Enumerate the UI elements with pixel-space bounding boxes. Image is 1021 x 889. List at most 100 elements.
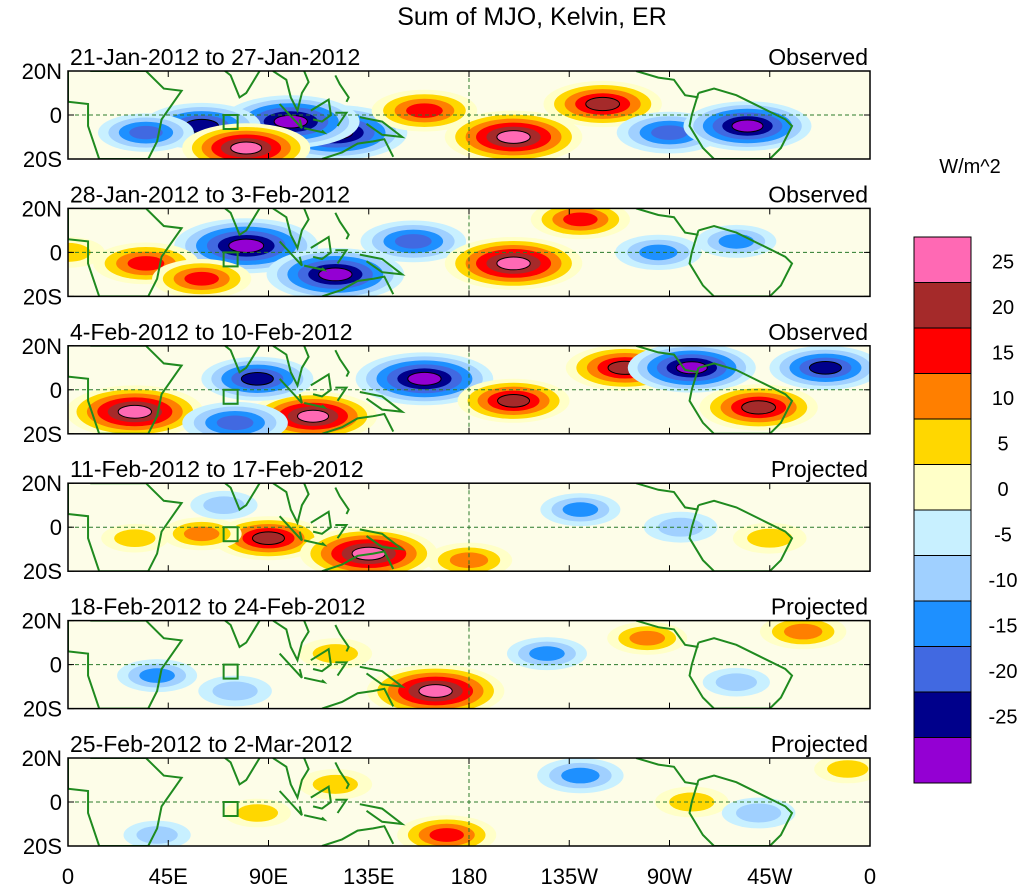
coastline [321,138,395,159]
anomaly-cell [212,516,325,561]
coastline [303,402,328,410]
anomaly-cell [814,758,870,784]
panel-period: 18-Feb-2012 to 24-Feb-2012 [70,594,365,620]
lon-tick-label: 135W [541,864,599,889]
coastline [335,386,349,402]
colorbar-label: -10 [989,570,1018,592]
anomaly-cell [299,527,438,572]
coastline [335,249,349,264]
anomaly-cell [702,667,770,697]
contour-level [312,774,358,794]
coastline [68,620,184,709]
anomaly-cell [152,259,252,297]
panel-period: 4-Feb-2012 to 10-Feb-2012 [70,319,353,345]
panel: 21-Jan-2012 to 27-Jan-2012 Observed 20N 0 20… [22,44,871,172]
contour-level [496,130,531,144]
panel-status: Projected [771,456,868,482]
coastline [688,637,794,709]
coastline [359,528,406,551]
colorbar-label: 20 [992,297,1014,319]
anomaly-cell [161,517,242,551]
contour-level [230,141,263,155]
anomaly-cell [366,664,505,709]
panel-status: Observed [768,319,868,345]
contour-level [783,623,823,640]
panel: 25-Feb-2012 to 2-Mar-2012 Projected 20N 0 20… [22,731,871,859]
coastline [223,483,262,512]
contour-level [252,531,285,545]
panel-status: Observed [768,44,868,70]
coastline [321,412,395,434]
anomaly-cell [769,345,870,390]
colorbar-swatch [913,282,972,329]
anomaly-cell [117,659,198,693]
coastline [335,661,349,677]
coastline [335,524,349,539]
coastline [272,483,310,526]
lat-tick-label: 20S [23,284,62,309]
anomaly-cell [457,378,570,423]
chart-title: Sum of MJO, Kelvin, ER [397,3,667,31]
lat-tick-label: 20N [22,471,62,496]
coastline [68,71,184,159]
lat-tick-label: 20S [23,422,62,447]
anomaly-cell [627,345,756,393]
contour-level [827,760,869,778]
contour-level [675,361,708,375]
contour-level [240,372,274,386]
panel: 4-Feb-2012 to 10-Feb-2012 Observed 20N 0 20S [22,319,871,447]
coastline [688,224,794,297]
anomaly-cell [540,493,621,527]
anomaly-cell [371,89,478,132]
colorbar-label: 0 [997,479,1008,501]
anomaly-cell [506,637,587,671]
contour-level [718,234,755,249]
contour-level [139,668,175,683]
colorbar-swatch [913,646,972,693]
coastline [68,758,184,846]
longitude-axis: 0 45E 90E 135E 180 135W 90W 45W 0 [62,864,876,889]
contour-level [312,644,358,664]
lat-tick-label: 20N [22,196,62,221]
coastline [278,103,303,129]
coastline [359,253,406,276]
lat-tick-label: 0 [50,378,62,403]
panel-status: Observed [768,181,868,207]
anomaly-cell [537,758,624,794]
coastline [334,761,350,790]
anomaly-cell [198,675,272,707]
colorbar-label: 25 [992,252,1014,274]
contour-level [236,804,279,822]
anomaly-cell [223,798,291,828]
contour-level [731,119,764,133]
lon-tick-label: 45W [747,864,792,889]
colorbar-label: 5 [997,434,1008,456]
lat-tick-label: 0 [50,515,62,540]
contour-level [808,361,842,375]
coastline [223,208,262,237]
lat-tick-label: 20N [22,746,62,771]
anomaly-cell [355,352,494,406]
panel-period: 25-Feb-2012 to 2-Mar-2012 [70,731,353,757]
anomaly-cell [607,621,688,655]
coastline [303,676,328,684]
anomaly-cell [444,237,583,290]
anomaly-cell [190,490,258,520]
contour-level [203,496,245,514]
coastline [278,240,303,267]
coastline [635,483,699,511]
anomaly-cell [182,401,288,434]
coastline [272,345,310,389]
region-box [222,801,239,817]
contour-level [129,125,163,140]
contour-level [136,826,178,844]
coastline [635,620,699,648]
coastline [303,264,328,272]
contour-level [497,394,531,408]
contour-level [228,238,265,253]
contour-level [127,256,165,271]
contour-level [406,103,443,118]
coastline [334,487,350,515]
lat-tick-label: 0 [50,240,62,265]
lat-tick-label: 20S [23,697,62,722]
